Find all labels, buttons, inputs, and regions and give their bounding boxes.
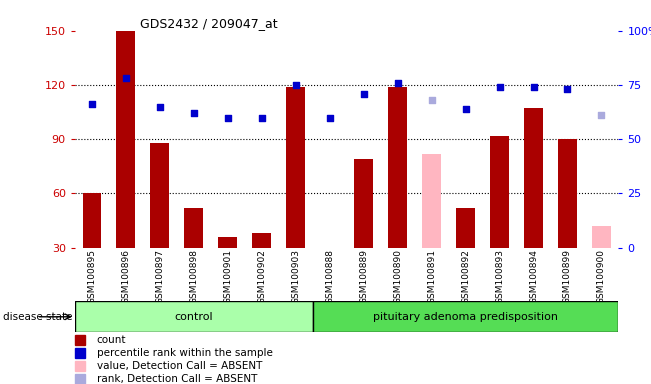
Text: percentile rank within the sample: percentile rank within the sample <box>96 348 273 358</box>
Bar <box>456 208 475 248</box>
Point <box>426 97 437 103</box>
Text: GSM100890: GSM100890 <box>393 249 402 304</box>
Point <box>494 84 505 90</box>
Point <box>154 104 165 110</box>
Point <box>256 114 267 121</box>
Text: GSM100894: GSM100894 <box>529 249 538 304</box>
Text: GSM100899: GSM100899 <box>563 249 572 304</box>
Bar <box>354 159 373 248</box>
Bar <box>490 136 509 248</box>
Bar <box>592 226 611 248</box>
Text: GSM100896: GSM100896 <box>121 249 130 304</box>
Text: GSM100892: GSM100892 <box>461 249 470 304</box>
Point <box>529 84 539 90</box>
Text: value, Detection Call = ABSENT: value, Detection Call = ABSENT <box>96 361 262 371</box>
Text: GDS2432 / 209047_at: GDS2432 / 209047_at <box>140 17 278 30</box>
Text: count: count <box>96 335 126 345</box>
Text: pituitary adenoma predisposition: pituitary adenoma predisposition <box>373 312 558 322</box>
Point <box>290 82 301 88</box>
Point <box>460 106 471 112</box>
Text: GSM100902: GSM100902 <box>257 249 266 304</box>
Point <box>189 110 199 116</box>
Text: disease state: disease state <box>3 312 73 322</box>
Text: GSM100888: GSM100888 <box>325 249 334 304</box>
Point <box>359 91 369 97</box>
Text: GSM100900: GSM100900 <box>597 249 606 304</box>
Text: GSM100901: GSM100901 <box>223 249 232 304</box>
Text: GSM100897: GSM100897 <box>156 249 164 304</box>
Bar <box>150 143 169 248</box>
Bar <box>388 87 407 248</box>
Text: rank, Detection Call = ABSENT: rank, Detection Call = ABSENT <box>96 374 257 384</box>
Bar <box>312 301 618 332</box>
Text: control: control <box>174 312 213 322</box>
Point <box>393 80 403 86</box>
Text: GSM100898: GSM100898 <box>189 249 199 304</box>
Bar <box>524 108 543 248</box>
Point <box>324 114 335 121</box>
Bar <box>558 139 577 248</box>
Bar <box>218 237 237 248</box>
Bar <box>83 194 101 248</box>
Text: GSM100893: GSM100893 <box>495 249 504 304</box>
Text: GSM100895: GSM100895 <box>87 249 96 304</box>
Point <box>223 114 233 121</box>
Text: GSM100889: GSM100889 <box>359 249 368 304</box>
Bar <box>286 87 305 248</box>
Point <box>596 112 607 118</box>
Bar <box>75 301 312 332</box>
Bar <box>117 31 135 248</box>
Point <box>562 86 573 93</box>
Point <box>120 75 131 81</box>
Text: GSM100903: GSM100903 <box>291 249 300 304</box>
Point <box>87 101 97 108</box>
Bar <box>422 154 441 248</box>
Bar <box>184 208 203 248</box>
Text: GSM100891: GSM100891 <box>427 249 436 304</box>
Bar <box>253 233 271 248</box>
